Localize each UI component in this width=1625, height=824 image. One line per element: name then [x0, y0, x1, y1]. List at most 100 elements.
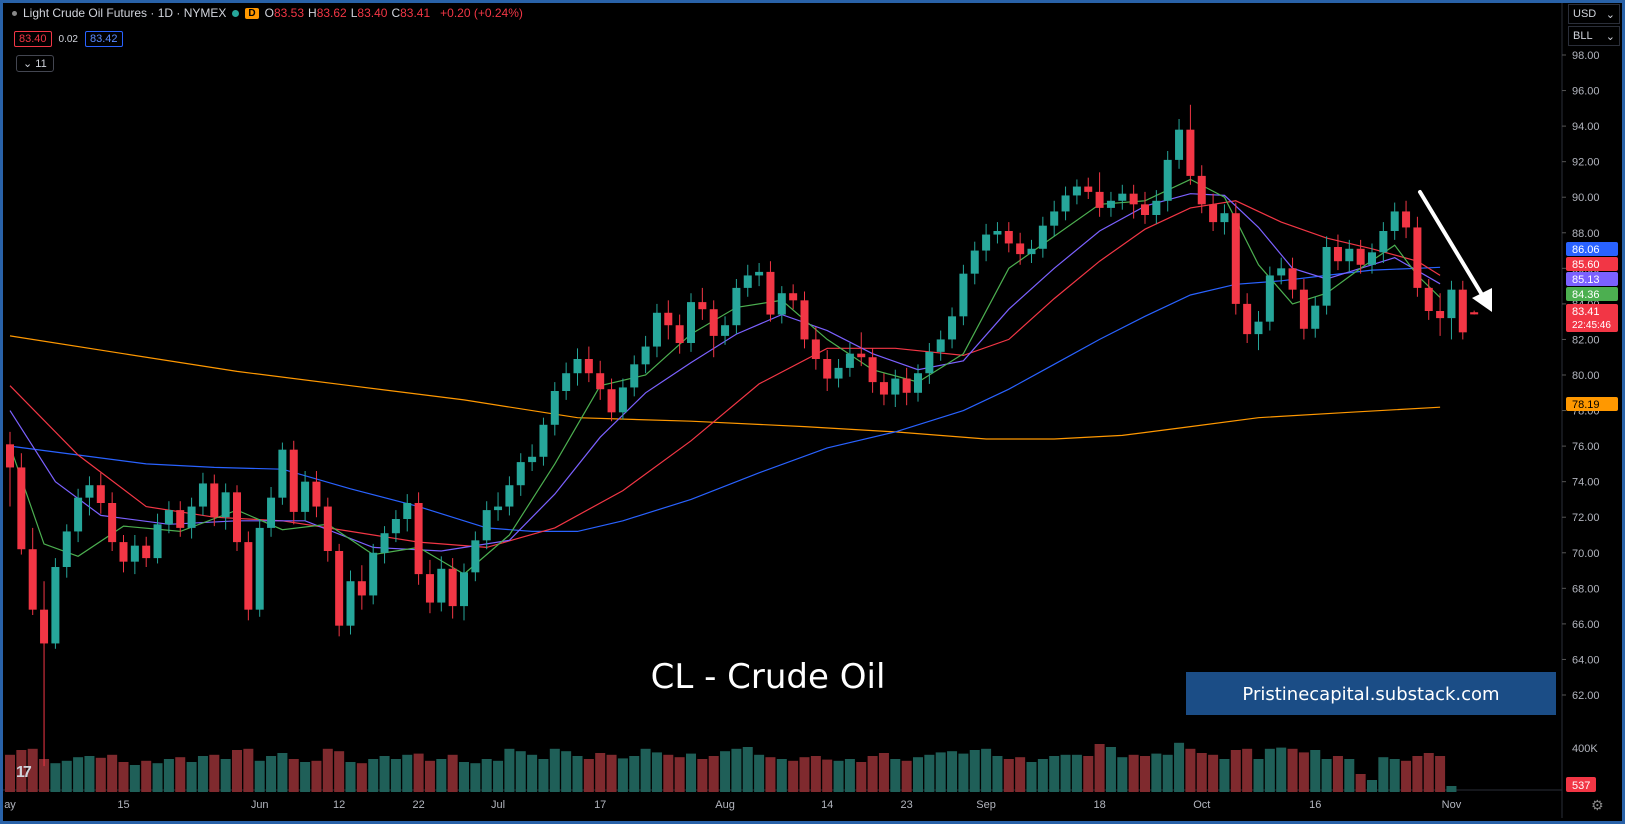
- ask-price[interactable]: 83.42: [85, 31, 123, 47]
- candle-body: [1231, 213, 1240, 304]
- candle-body: [1277, 268, 1286, 276]
- time-tick-label: Aug: [715, 799, 735, 811]
- volume-bar: [822, 759, 833, 792]
- volume-bar: [595, 753, 606, 792]
- volume-bar: [1208, 754, 1219, 792]
- candle-body: [1186, 129, 1195, 176]
- candle-body: [1072, 186, 1081, 196]
- price-tick-label: 76.00: [1572, 441, 1600, 453]
- volume-bar: [16, 750, 27, 792]
- price-tick-label: 92.00: [1572, 157, 1600, 169]
- volume-bar: [969, 750, 980, 792]
- candle-body: [1333, 247, 1342, 262]
- volume-bar: [1253, 759, 1264, 792]
- time-tick-label: 16: [1309, 799, 1321, 811]
- ohlc-value: 83.41: [400, 6, 431, 20]
- candle-body: [51, 567, 60, 644]
- candle-body: [448, 568, 457, 607]
- candle-body: [664, 312, 673, 326]
- candle-body: [562, 373, 571, 391]
- volume-bar: [788, 760, 799, 792]
- candle-body: [868, 357, 877, 383]
- candle-body: [1402, 211, 1411, 228]
- candle-body: [278, 449, 287, 498]
- volume-bar: [856, 762, 867, 792]
- volume-bar: [84, 756, 95, 792]
- volume-bar: [1128, 754, 1139, 792]
- price-tick-label: 98.00: [1572, 50, 1600, 62]
- volume-bar: [947, 751, 958, 792]
- volume-bar: [742, 747, 753, 792]
- volume-bar: [197, 756, 208, 792]
- volume-bar: [617, 758, 628, 792]
- symbol-dot-icon: [12, 10, 17, 16]
- volume-bar: [5, 754, 15, 792]
- candle-body: [777, 293, 786, 315]
- price-tick-label: 74.00: [1572, 477, 1600, 489]
- candle-body: [641, 346, 650, 365]
- time-tick-label: 17: [594, 799, 606, 811]
- countdown-timer: 22:45:46: [1572, 320, 1611, 331]
- candle-body: [584, 359, 593, 374]
- candle-body: [357, 581, 366, 596]
- candle-body: [982, 234, 991, 251]
- candle-body: [187, 506, 196, 528]
- price-tick-label: 62.00: [1572, 690, 1600, 702]
- volume-bar: [1367, 780, 1377, 792]
- volume-bar: [300, 762, 311, 792]
- volume-bar: [345, 762, 356, 792]
- volume-bar: [708, 756, 719, 792]
- candle-body: [1050, 211, 1059, 226]
- candle-body: [198, 483, 207, 507]
- price-tick-label: 94.00: [1572, 121, 1600, 133]
- candle-body: [255, 527, 264, 610]
- volume-bar: [1412, 756, 1423, 792]
- url-banner-bg: [1186, 672, 1556, 715]
- gear-icon[interactable]: ⚙: [1591, 797, 1604, 813]
- symbol-legend[interactable]: Light Crude Oil Futures · 1D · NYMEX D O…: [12, 6, 523, 20]
- spread-value: 0.02: [58, 33, 78, 45]
- volume-bar: [288, 759, 299, 792]
- candle-body: [119, 542, 128, 562]
- bid-price[interactable]: 83.40: [14, 31, 52, 47]
- indicators-toggle-button[interactable]: ⌄ 11: [16, 55, 54, 72]
- candle-body: [380, 533, 389, 553]
- ohlc-key: L: [350, 6, 358, 20]
- url-banner-text[interactable]: Pristinecapital.substack.com: [1242, 684, 1499, 705]
- candle-body: [1299, 289, 1308, 329]
- candle-body: [789, 293, 798, 301]
- ma10-line: [9, 193, 1441, 552]
- candle-body: [1265, 275, 1274, 322]
- volume-bar: [163, 759, 174, 792]
- candle-body: [618, 387, 627, 413]
- volume-bar: [1321, 759, 1332, 792]
- unit-select[interactable]: BLL ⌄: [1568, 26, 1620, 46]
- tradingview-logo-icon[interactable]: 17: [16, 764, 32, 781]
- volume-bar: [606, 754, 617, 792]
- price-tick-label: 68.00: [1572, 583, 1600, 595]
- candle-body: [573, 359, 582, 374]
- volume-bar: [1071, 754, 1082, 792]
- price-tag-label: 84.36: [1572, 289, 1600, 301]
- volume-bar: [1276, 747, 1287, 792]
- volume-bar: [334, 751, 345, 792]
- volume-bar: [901, 760, 912, 792]
- candle-body: [323, 506, 332, 551]
- volume-bar: [447, 754, 458, 792]
- candle-body: [1345, 248, 1354, 262]
- volume-bar: [765, 757, 776, 792]
- currency-select[interactable]: USD ⌄: [1568, 4, 1620, 24]
- volume-bar: [1015, 757, 1026, 792]
- symbol-title[interactable]: Light Crude Oil Futures · 1D · NYMEX: [23, 6, 227, 20]
- volume-bar: [39, 759, 50, 792]
- candle-body: [1129, 193, 1138, 205]
- candle-body: [142, 545, 151, 559]
- candle-body: [1379, 231, 1388, 253]
- candle-body: [1038, 225, 1047, 249]
- chevron-down-icon: ⌄: [23, 58, 33, 70]
- candle-body: [233, 492, 241, 543]
- volume-bar: [50, 763, 61, 792]
- volume-bar: [390, 759, 401, 792]
- volume-bar: [720, 751, 731, 792]
